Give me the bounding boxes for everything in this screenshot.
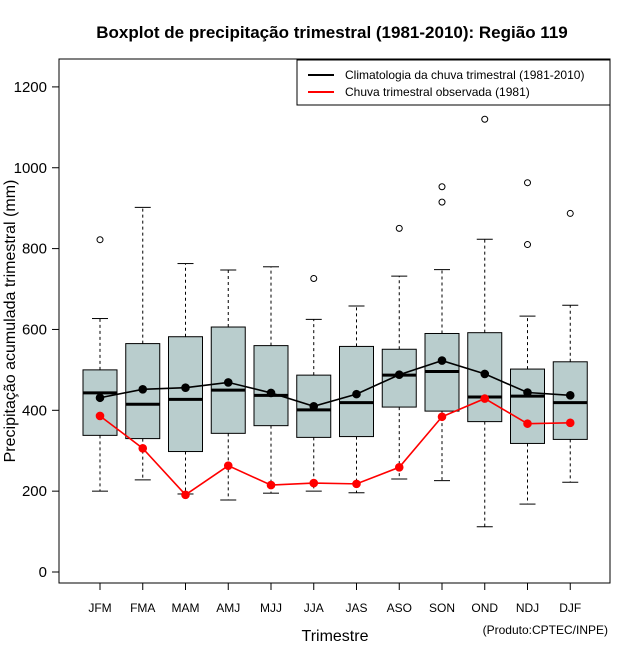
box-iqr <box>168 336 203 453</box>
series-point-observada <box>309 478 319 488</box>
box-aso <box>381 224 417 480</box>
legend-label-climatologia: Climatologia da chuva trimestral (1981-2… <box>345 68 584 82</box>
series-point-climatologia <box>437 356 447 365</box>
series-point-climatologia <box>523 388 532 397</box>
x-tick-label: DJF <box>559 601 581 615</box>
series-point-climatologia <box>480 369 490 379</box>
x-tick-label: JAS <box>345 601 367 615</box>
series-point-climatologia <box>95 393 105 403</box>
outlier-point <box>310 275 318 283</box>
box-ndj <box>510 179 545 505</box>
series-point-observada <box>480 394 490 403</box>
series-point-observada <box>138 443 148 453</box>
series-point-observada <box>565 418 575 428</box>
y-tick-label: 0 <box>39 564 47 581</box>
x-tick-label: JFM <box>88 601 111 615</box>
series-point-observada <box>181 490 190 500</box>
series-point-climatologia <box>565 391 575 400</box>
series-point-observada <box>437 412 447 422</box>
x-tick-label: AMJ <box>216 601 240 615</box>
x-tick-label: MAM <box>172 601 200 615</box>
series-point-climatologia <box>394 370 404 380</box>
series-point-observada <box>266 480 276 490</box>
series-point-climatologia <box>352 389 361 399</box>
box-ond <box>467 115 503 528</box>
box-iqr <box>253 345 289 427</box>
x-axis-label: Trimestre <box>302 628 369 645</box>
outlier-point <box>96 236 104 244</box>
x-tick-label: MJJ <box>260 601 282 615</box>
box-jfm <box>82 236 118 492</box>
box-jja <box>296 275 332 492</box>
series-point-observada <box>523 419 532 428</box>
series-point-climatologia <box>181 383 190 392</box>
outlier-point <box>524 241 531 249</box>
x-tick-label: SON <box>429 601 455 615</box>
series-line-observada <box>99 397 571 496</box>
plot-area-frame <box>58 58 611 584</box>
legend: Climatologia da chuva trimestral (1981-2… <box>296 59 611 106</box>
credit-text: (Produto:CPTEC/INPE) <box>483 623 608 637</box>
y-tick-label: 1200 <box>14 79 47 96</box>
y-tick-label: 200 <box>22 483 47 500</box>
box-jas <box>339 305 374 494</box>
series-point-observada <box>394 462 404 472</box>
y-axis: 0 200 400 600 800 1000 1200 <box>14 79 59 581</box>
outlier-point <box>566 209 574 217</box>
x-axis: JFM FMA MAM AMJ MJJ JJA JAS ASO SON OND NDJ DJF <box>88 583 581 615</box>
series-point-observada <box>95 411 105 421</box>
y-tick-label: 600 <box>22 321 47 338</box>
outlier-point <box>438 198 446 206</box>
y-tick-label: 800 <box>22 241 47 258</box>
series-point-observada <box>352 479 361 489</box>
x-tick-label: FMA <box>130 601 155 615</box>
series-lines-layer <box>95 356 575 500</box>
boxes-layer <box>82 115 588 528</box>
outlier-point <box>481 115 489 123</box>
outlier-point <box>395 224 403 232</box>
legend-box <box>296 59 611 106</box>
x-tick-label: OND <box>471 601 498 615</box>
legend-label-observada: Chuva trimestral observada (1981) <box>345 85 530 99</box>
series-line-climatologia <box>99 359 571 408</box>
chart-title: Boxplot de precipitação trimestral (1981… <box>96 23 567 42</box>
y-axis-label: Precipitação acumulada trimestral (mm) <box>2 180 19 463</box>
box-son <box>424 183 460 482</box>
series-point-climatologia <box>266 388 276 398</box>
box-mam <box>168 263 203 495</box>
outlier-point <box>438 183 446 191</box>
box-mjj <box>253 266 289 494</box>
series-point-climatologia <box>309 401 319 411</box>
x-tick-label: ASO <box>387 601 412 615</box>
box-iqr <box>510 368 545 444</box>
y-tick-label: 1000 <box>14 160 47 177</box>
series-point-observada <box>223 461 233 470</box>
series-point-climatologia <box>138 384 148 394</box>
box-djf <box>552 209 588 483</box>
series-point-climatologia <box>223 378 233 387</box>
box-iqr <box>552 361 588 440</box>
x-tick-label: NDJ <box>516 601 539 615</box>
x-tick-label: JJA <box>304 601 324 615</box>
outlier-point <box>524 179 531 187</box>
y-tick-label: 400 <box>22 402 47 419</box>
